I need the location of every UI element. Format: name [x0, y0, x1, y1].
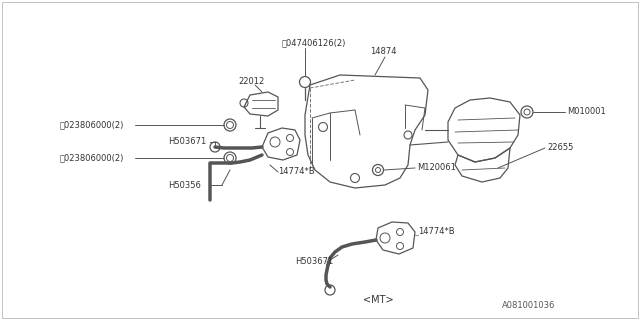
Text: Ⓞ023806000(2): Ⓞ023806000(2)	[60, 154, 124, 163]
Text: H503671: H503671	[295, 258, 333, 267]
Text: <MT>: <MT>	[363, 295, 394, 305]
Text: 14874: 14874	[370, 47, 397, 57]
Text: H503671: H503671	[168, 138, 206, 147]
Text: Ⓞ047406126(2): Ⓞ047406126(2)	[282, 38, 346, 47]
Text: M120061: M120061	[417, 164, 456, 172]
Text: 22012: 22012	[238, 77, 264, 86]
Text: A081001036: A081001036	[502, 301, 555, 310]
Text: 22655: 22655	[547, 143, 573, 153]
Text: 14774*B: 14774*B	[278, 167, 315, 177]
Text: 14774*B: 14774*B	[418, 228, 454, 236]
Text: M010001: M010001	[567, 108, 605, 116]
Text: H50356: H50356	[168, 180, 201, 189]
Text: Ⓞ023806000(2): Ⓞ023806000(2)	[60, 121, 124, 130]
